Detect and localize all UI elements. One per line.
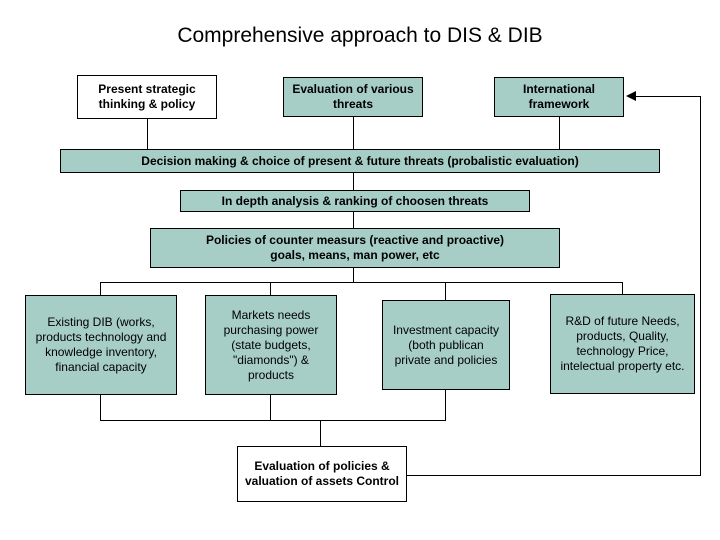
connector-12 (270, 395, 271, 420)
box-strategic: Present strategic thinking & policy (77, 75, 217, 119)
connector-10 (622, 282, 623, 294)
box-indepth: In depth analysis & ranking of choosen t… (180, 190, 530, 212)
connector-11 (100, 395, 101, 420)
connector-5 (353, 268, 354, 282)
connector-14 (100, 420, 446, 421)
connector-18 (636, 96, 700, 97)
connector-6 (100, 282, 622, 283)
connector-16 (407, 475, 700, 476)
box-investment: Investment capacity (both publican priva… (382, 300, 510, 390)
connector-3 (353, 173, 354, 190)
box-decision: Decision making & choice of present & fu… (60, 149, 660, 173)
connector-13 (445, 390, 446, 420)
box-evalpolicies: Evaluation of policies & valuation of as… (237, 446, 407, 502)
connector-0 (147, 119, 148, 149)
page-title: Comprehensive approach to DIS & DIB (0, 24, 720, 48)
connector-4 (353, 212, 354, 228)
connector-17 (700, 96, 701, 476)
box-policies: Policies of counter measurs (reactive an… (150, 228, 560, 268)
connector-15 (320, 420, 321, 446)
arrowhead-0 (626, 91, 636, 101)
box-evaluation: Evaluation of various threats (283, 77, 423, 117)
box-rd: R&D of future Needs, products, Quality, … (550, 294, 695, 394)
box-markets: Markets needs purchasing power (state bu… (205, 295, 337, 395)
box-existing: Existing DIB (works, products technology… (25, 295, 177, 395)
box-international: International framework (494, 77, 624, 117)
connector-9 (445, 282, 446, 300)
connector-1 (353, 117, 354, 149)
connector-8 (270, 282, 271, 295)
connector-2 (559, 117, 560, 149)
connector-7 (100, 282, 101, 295)
